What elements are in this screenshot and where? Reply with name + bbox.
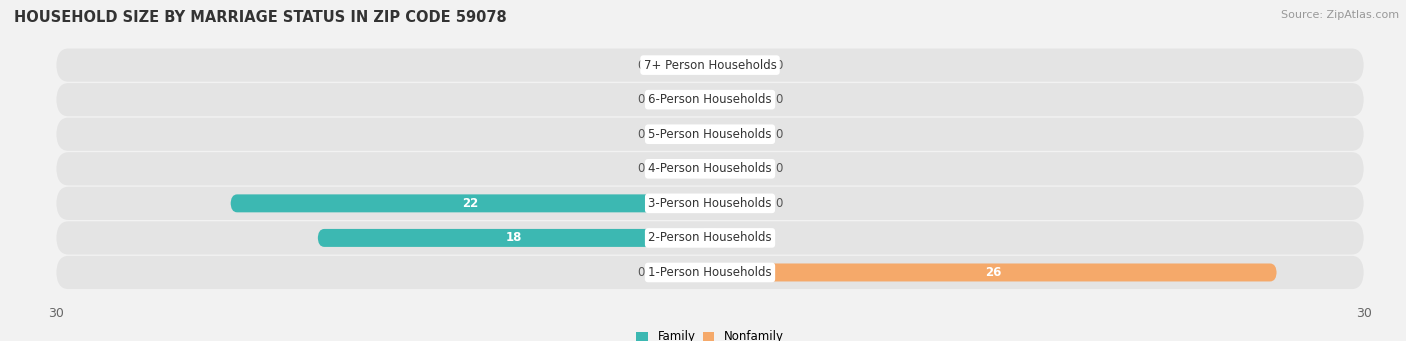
Text: 4-Person Households: 4-Person Households [648, 162, 772, 175]
Legend: Family, Nonfamily: Family, Nonfamily [633, 327, 787, 341]
Text: 0: 0 [637, 266, 644, 279]
FancyBboxPatch shape [655, 56, 710, 74]
Text: HOUSEHOLD SIZE BY MARRIAGE STATUS IN ZIP CODE 59078: HOUSEHOLD SIZE BY MARRIAGE STATUS IN ZIP… [14, 10, 506, 25]
Text: Source: ZipAtlas.com: Source: ZipAtlas.com [1281, 10, 1399, 20]
FancyBboxPatch shape [710, 160, 765, 178]
Text: 0: 0 [637, 128, 644, 141]
Text: 0: 0 [637, 59, 644, 72]
FancyBboxPatch shape [655, 125, 710, 143]
FancyBboxPatch shape [56, 152, 1364, 186]
Text: 7+ Person Households: 7+ Person Households [644, 59, 776, 72]
Text: 2-Person Households: 2-Person Households [648, 232, 772, 244]
Text: 0: 0 [776, 93, 783, 106]
Text: 18: 18 [506, 232, 522, 244]
Text: 0: 0 [637, 93, 644, 106]
FancyBboxPatch shape [231, 194, 710, 212]
Text: 22: 22 [463, 197, 478, 210]
FancyBboxPatch shape [56, 221, 1364, 254]
Text: 3-Person Households: 3-Person Households [648, 197, 772, 210]
Text: 6-Person Households: 6-Person Households [648, 93, 772, 106]
FancyBboxPatch shape [710, 229, 765, 247]
Text: 0: 0 [776, 197, 783, 210]
FancyBboxPatch shape [710, 264, 1277, 281]
Text: 1-Person Households: 1-Person Households [648, 266, 772, 279]
Text: 0: 0 [776, 59, 783, 72]
FancyBboxPatch shape [710, 56, 765, 74]
FancyBboxPatch shape [56, 187, 1364, 220]
Text: 0: 0 [776, 162, 783, 175]
FancyBboxPatch shape [655, 91, 710, 109]
FancyBboxPatch shape [56, 83, 1364, 116]
FancyBboxPatch shape [318, 229, 710, 247]
FancyBboxPatch shape [655, 264, 710, 281]
Text: 0: 0 [637, 162, 644, 175]
Text: 1: 1 [733, 232, 741, 244]
FancyBboxPatch shape [56, 118, 1364, 151]
FancyBboxPatch shape [710, 91, 765, 109]
FancyBboxPatch shape [655, 160, 710, 178]
Text: 0: 0 [776, 128, 783, 141]
FancyBboxPatch shape [710, 194, 765, 212]
FancyBboxPatch shape [710, 125, 765, 143]
FancyBboxPatch shape [56, 256, 1364, 289]
Text: 26: 26 [986, 266, 1001, 279]
Text: 5-Person Households: 5-Person Households [648, 128, 772, 141]
FancyBboxPatch shape [56, 48, 1364, 82]
